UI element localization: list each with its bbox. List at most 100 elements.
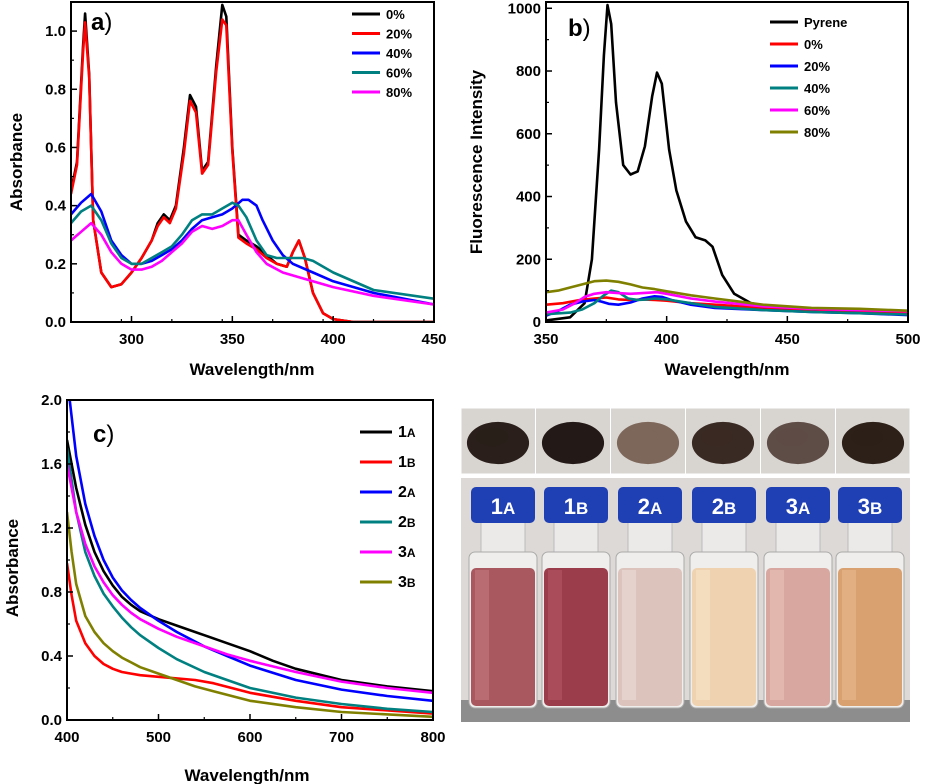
- legend-label-c: 3B: [398, 574, 416, 591]
- series-line-a-40pct: [71, 192, 434, 306]
- plot-area-a: [71, 2, 434, 322]
- y-axis-title-b: Fluorescence Intensity: [467, 69, 486, 254]
- y-tick-label-b: 400: [516, 189, 541, 206]
- powder-sample-2B: [686, 408, 760, 474]
- legend-label-a: 20%: [386, 27, 412, 42]
- legend-label-c: 2A: [398, 484, 416, 501]
- powder-sample-1B: [536, 408, 610, 474]
- legend-label-b: 80%: [804, 125, 830, 140]
- y-tick-label-c: 0.8: [41, 584, 62, 601]
- axis-ticks-b: 350 400 450 500 0 200 400 600 800 1000: [508, 0, 921, 348]
- y-axis-title-c: Absorbance: [3, 519, 22, 617]
- series-lines-b: [546, 3, 908, 322]
- y-tick-label-b: 200: [516, 251, 541, 268]
- series-lines-c: [67, 400, 433, 719]
- series-line-b-40pct: [546, 289, 908, 316]
- x-tick-label-c: 400: [54, 729, 79, 746]
- series-lines-a: [71, 3, 434, 322]
- vial-cap: [838, 487, 902, 523]
- x-tick-label-a: 350: [220, 331, 245, 348]
- chart-panel-b: 350 400 450 500 0 200 400 600 800 1000 b) Wavelen…: [467, 0, 921, 379]
- vial-1B: 1B: [541, 487, 611, 709]
- x-tick-label-b: 400: [654, 331, 679, 348]
- vial-cap-label: 1B: [564, 494, 589, 519]
- legend-label-c: 3A: [398, 544, 416, 561]
- y-tick-label-c: 1.6: [41, 456, 62, 473]
- powder-sample-3A: [761, 408, 835, 474]
- series-line-b-80pct: [546, 279, 908, 312]
- x-axis-title-c: Wavelength/nm: [185, 766, 310, 784]
- legend-label-b: 40%: [804, 81, 830, 96]
- vial-cap: [692, 487, 756, 523]
- legend-label-c: 2B: [398, 514, 416, 531]
- series-line-c-1A: [67, 439, 433, 693]
- panel-label-b: b): [568, 15, 591, 42]
- vial-cap: [471, 487, 535, 523]
- vial-2B: 2B: [689, 487, 759, 709]
- series-line-a-80pct: [71, 218, 434, 306]
- vial-cap-label: 2A: [638, 494, 663, 519]
- y-tick-label-b: 600: [516, 126, 541, 143]
- x-tick-label-c: 700: [329, 729, 354, 746]
- y-tick-label-a: 1.0: [45, 23, 66, 40]
- panel-label-a: a): [91, 9, 112, 36]
- vial-cap: [544, 487, 608, 523]
- y-tick-label-b: 800: [516, 63, 541, 80]
- legend-label-b: Pyrene: [804, 15, 847, 30]
- y-tick-label-b: 1000: [508, 0, 541, 17]
- legend-label-b: 60%: [804, 103, 830, 118]
- vial-cap-label: 3A: [786, 494, 811, 519]
- x-axis-title-a: Wavelength/nm: [190, 360, 315, 379]
- powder-sample-3B: [836, 408, 910, 474]
- vial-1A: 1A: [468, 487, 538, 709]
- series-line-c-3B: [67, 511, 433, 719]
- series-line-c-2A: [68, 400, 433, 703]
- y-tick-label-c: 0.4: [41, 648, 63, 665]
- series-line-b-Pyrene: [546, 3, 908, 322]
- vial-3B: 3B: [835, 487, 905, 709]
- panel-label-c: c): [93, 421, 114, 448]
- x-tick-label-a: 300: [119, 331, 144, 348]
- vial-3A: 3A: [763, 487, 833, 709]
- legend-label-a: 40%: [386, 46, 412, 61]
- legend-label-a: 60%: [386, 66, 412, 81]
- x-tick-label-a: 400: [321, 331, 346, 348]
- plot-frame-a: [70, 1, 435, 323]
- vial-cap-label: 3B: [858, 494, 883, 519]
- axis-ticks-c: 400 500 600 700 800 0.0 0.4 0.8 1.2 1.6 2.0: [41, 392, 445, 746]
- x-tick-label-b: 450: [775, 331, 800, 348]
- x-tick-label-c: 500: [146, 729, 171, 746]
- sample-photo: 1A 1B 2A 2B 3A 3B: [460, 407, 911, 722]
- y-axis-title-a: Absorbance: [7, 113, 26, 211]
- legend-label-b: 0%: [804, 37, 823, 52]
- legend-label-b: 20%: [804, 59, 830, 74]
- vial-cap-label: 2B: [712, 494, 737, 519]
- x-tick-label-b: 350: [533, 331, 558, 348]
- legend-label-a: 80%: [386, 85, 412, 100]
- y-tick-label-a: 0.4: [45, 198, 67, 215]
- powder-photo-strip: [460, 407, 911, 475]
- vial-2A: 2A: [615, 487, 685, 709]
- vial-photo: 1A 1B 2A 2B 3A 3B: [461, 478, 910, 722]
- y-tick-label-a: 0.2: [45, 256, 66, 273]
- vial-cap: [618, 487, 682, 523]
- x-tick-label-b: 500: [895, 331, 920, 348]
- powder-sample-1A: [461, 408, 535, 474]
- legend-label-c: 1B: [398, 454, 416, 471]
- x-axis-title-b: Wavelength/nm: [665, 360, 790, 379]
- y-tick-label-c: 1.2: [41, 520, 62, 537]
- legend-b: Pyrene 0% 20% 40% 60% 80%: [770, 15, 847, 140]
- legend-label-a: 0%: [386, 7, 405, 22]
- y-tick-label-c: 0.0: [41, 712, 62, 729]
- plot-area-b: [546, 2, 908, 322]
- legend-a: 0% 20% 40% 60% 80%: [352, 7, 412, 100]
- series-line-a-20pct: [71, 18, 434, 322]
- chart-panel-c: 400 500 600 700 800 0.0 0.4 0.8 1.2 1.6 2.0 c) Wav…: [3, 392, 446, 784]
- series-line-a-60pct: [71, 201, 434, 300]
- x-tick-label-c: 600: [237, 729, 262, 746]
- series-line-c-3A: [67, 463, 433, 695]
- y-tick-label-c: 2.0: [41, 392, 62, 409]
- series-line-b-60pct: [546, 290, 908, 314]
- vial-cap-label: 1A: [491, 494, 516, 519]
